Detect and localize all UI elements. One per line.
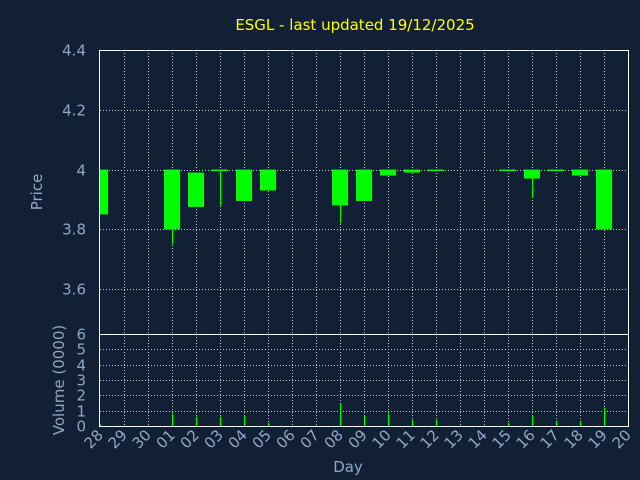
candle-body: [524, 169, 540, 179]
price-tick-label: 4.4: [62, 42, 86, 60]
candle-body: [212, 169, 228, 172]
volume-tick-label: 1: [76, 403, 86, 421]
x-tick-label: 12: [417, 426, 443, 452]
y-axis-label: Price: [28, 174, 46, 211]
volume-plot-frame: [99, 334, 629, 427]
volume-tick-label: 4: [76, 357, 86, 375]
x-axis-label: Day: [333, 458, 363, 476]
volume-tick-label: 5: [76, 341, 86, 359]
x-tick-label: 13: [441, 426, 467, 452]
price-tick-label: 4: [76, 162, 86, 180]
candle-body: [188, 172, 204, 207]
x-tick-label: 16: [513, 426, 539, 452]
x-tick-label: 03: [201, 426, 227, 452]
candle-body: [548, 169, 564, 172]
candle-body: [260, 169, 276, 191]
volume-axis-label: Volume (0000): [50, 325, 68, 435]
x-tick-label: 29: [105, 426, 131, 452]
x-tick-label: 06: [273, 426, 299, 452]
volume-tick-label: 6: [76, 326, 86, 344]
candle-body: [100, 169, 108, 215]
candle-body: [428, 169, 444, 172]
candle-body: [500, 169, 516, 172]
x-tick-labels: 2829300102030405060708091011121314151617…: [81, 426, 635, 452]
x-tick-label: 01: [153, 426, 179, 452]
x-tick-label: 19: [585, 426, 611, 452]
x-tick-label: 09: [345, 426, 371, 452]
volume-grid: [100, 334, 628, 427]
volume-tick-label: 3: [76, 372, 86, 390]
x-tick-label: 15: [489, 426, 515, 452]
x-tick-label: 07: [297, 426, 323, 452]
volume-tick-label: 0: [76, 418, 86, 436]
volume-bars: [100, 403, 605, 426]
chart-title: ESGL - last updated 19/12/2025: [235, 16, 474, 34]
x-tick-label: 04: [225, 426, 251, 452]
price-tick-label: 3.6: [62, 281, 86, 299]
candle-body: [572, 169, 588, 176]
x-tick-label: 08: [321, 426, 347, 452]
candle-body: [380, 169, 396, 176]
price-tick-label: 4.2: [62, 102, 86, 120]
candle-body: [236, 169, 252, 201]
x-tick-label: 14: [465, 426, 491, 452]
candle-body: [164, 169, 180, 230]
x-tick-label: 02: [177, 426, 203, 452]
x-tick-label: 20: [609, 426, 635, 452]
x-tick-label: 11: [393, 426, 419, 452]
candle-body: [332, 169, 348, 206]
price-tick-label: 3.8: [62, 221, 86, 239]
volume-tick-label: 2: [76, 387, 86, 405]
candle-body: [596, 169, 612, 230]
x-tick-label: 17: [537, 426, 563, 452]
price-tick-labels: 3.6 3.8 4 4.2 4.4: [62, 42, 86, 299]
x-tick-label: 30: [129, 426, 155, 452]
candle-body: [404, 169, 420, 173]
candle-body: [356, 169, 372, 201]
x-tick-label: 18: [561, 426, 587, 452]
x-tick-label: 10: [369, 426, 395, 452]
candles: [100, 169, 612, 245]
price-panel: 3.6 3.8 4 4.2 4.4: [62, 42, 629, 335]
x-tick-label: 05: [249, 426, 275, 452]
